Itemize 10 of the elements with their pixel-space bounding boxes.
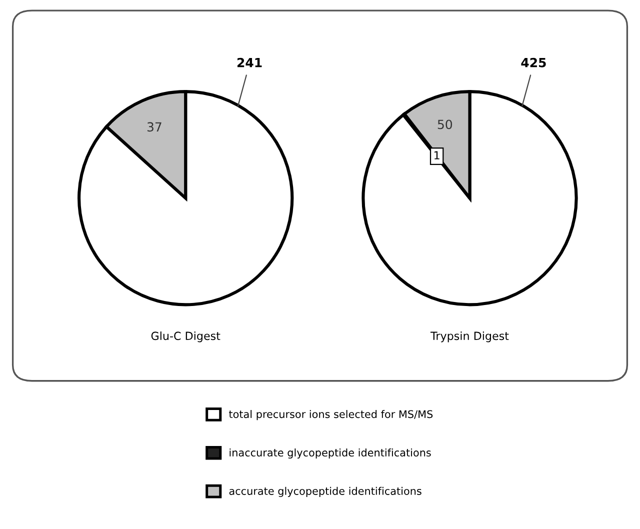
legend-label: accurate glycopeptide identifications	[229, 486, 422, 497]
text: Trypsin Digest	[430, 331, 509, 342]
data-label: 425	[521, 58, 546, 68]
text: Glu-C Digest	[151, 331, 220, 342]
data-label: 37	[147, 122, 162, 132]
legend-label: inaccurate glycopeptide identifications	[230, 448, 431, 459]
data-label: 241	[237, 58, 262, 68]
legend-label: total precursor ions selected for MS/MS	[229, 410, 433, 420]
data-label: 1	[434, 151, 440, 160]
data-label: 50	[438, 120, 452, 130]
